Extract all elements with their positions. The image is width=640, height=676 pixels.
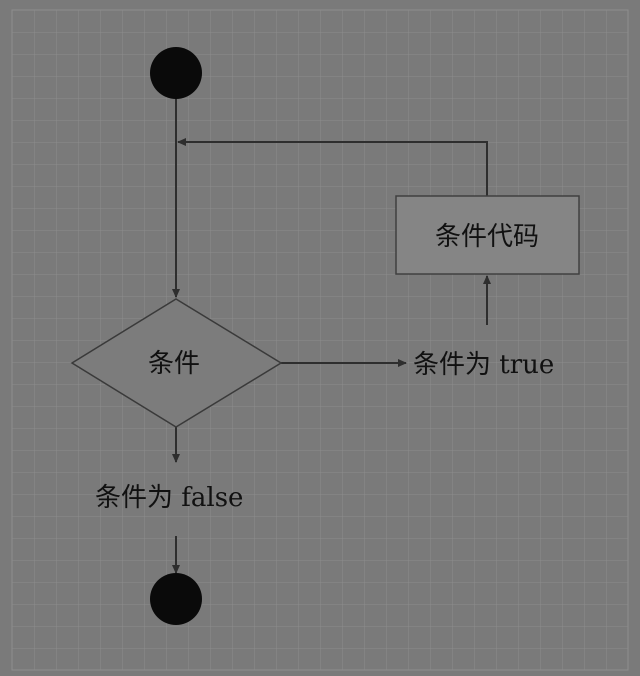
true-branch-label: 条件为 true [413,350,554,380]
end-node [150,573,202,625]
false-branch-label: 条件为 false [95,483,243,513]
process-box [395,195,580,275]
decision-diamond [70,298,283,428]
start-node [150,47,202,99]
process-label: 条件代码 [435,222,539,252]
grid [12,10,628,670]
decision-label: 条件 [148,349,200,379]
edge-code-loop-back [177,138,488,196]
grid-border [11,9,629,671]
connectors [172,98,491,574]
